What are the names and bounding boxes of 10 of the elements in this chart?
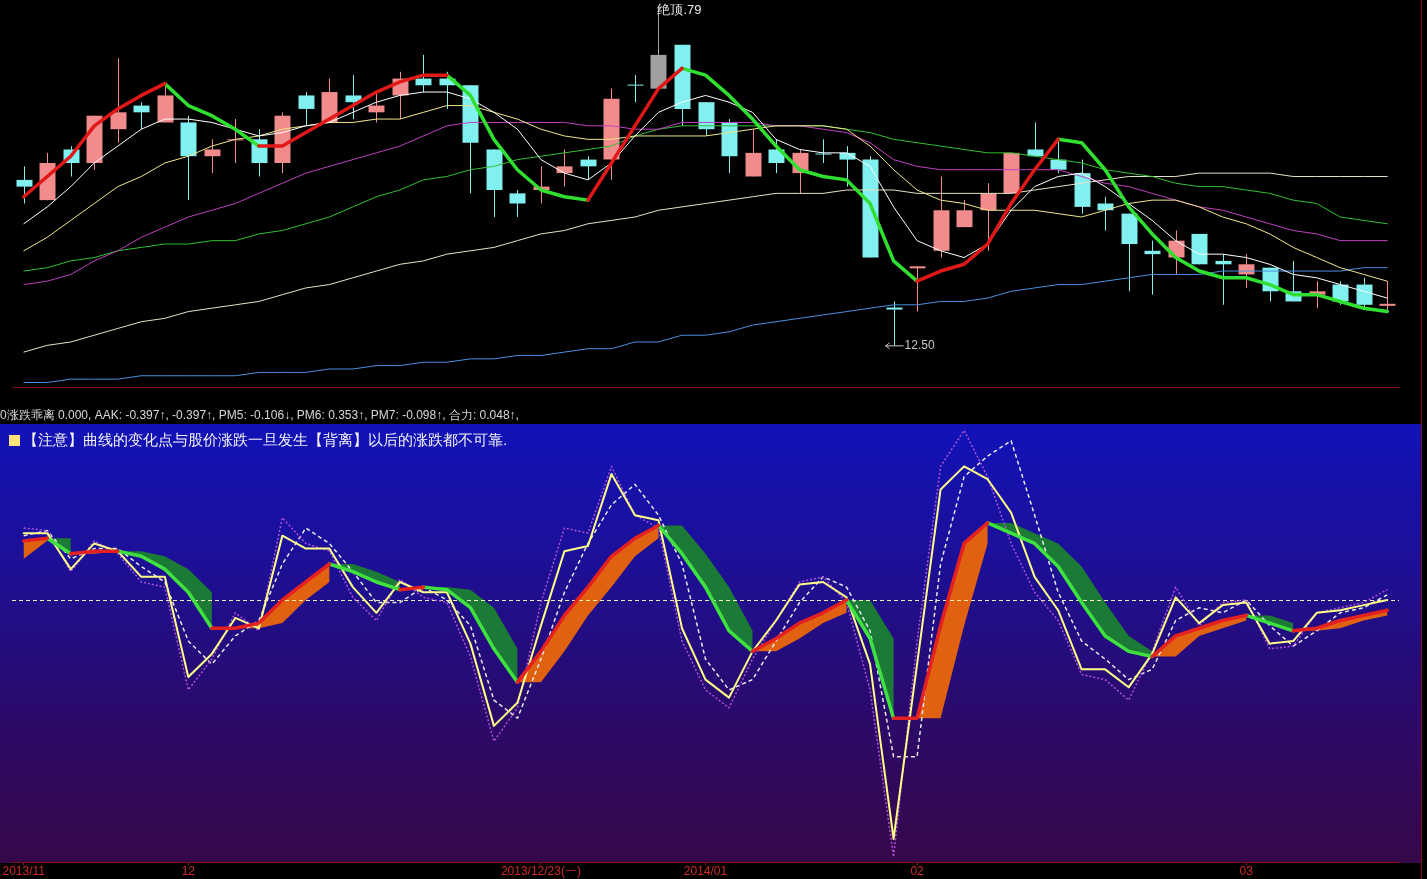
x-tick-label: 2013/11: [2, 864, 46, 879]
annotation: 【注意】曲线的变化点与股价涨跌一旦发生【背离】以后的涨跌都不可靠.: [23, 431, 508, 450]
x-tick-label: 02: [910, 864, 925, 879]
annotation: 12.50: [904, 337, 935, 352]
x-tick-label: 12: [181, 864, 196, 879]
x-tick-label: 2013/12/23(一): [500, 864, 581, 879]
x-tick-label: 03: [1239, 864, 1254, 879]
annotation: 绝顶.79: [657, 2, 702, 18]
chart-title: 0涨跌乖离 0.000, AAK: -0.397↑, -0.397↑, PM5: -0.106↓, PM6: 0.353↑, PM7: -0.098↑, 合力: 0.048↑,: [0, 407, 519, 424]
x-tick-label: 2014/01: [683, 864, 728, 879]
